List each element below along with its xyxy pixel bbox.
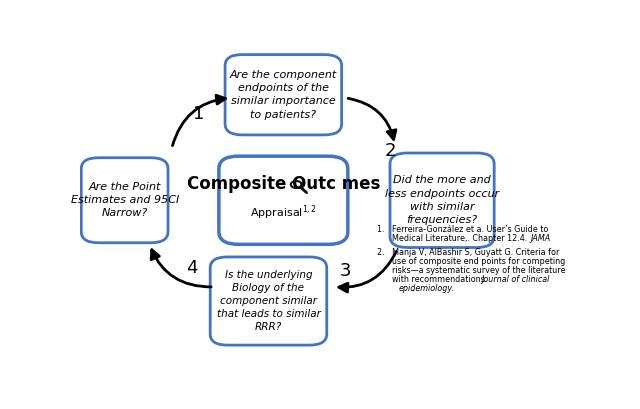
Text: 2.   Manja V, AlBashir S, Guyatt G. Criteria for: 2. Manja V, AlBashir S, Guyatt G. Criter…	[376, 248, 559, 257]
FancyBboxPatch shape	[210, 257, 327, 345]
Text: with recommendations.: with recommendations.	[376, 275, 487, 284]
Text: 1: 1	[193, 105, 205, 123]
Text: Is the underlying
Biology of the
component similar
that leads to similar
RRR?: Is the underlying Biology of the compone…	[216, 270, 321, 333]
Text: JAMA: JAMA	[530, 234, 550, 243]
Text: 3: 3	[340, 262, 351, 280]
Text: use of composite end points for competing: use of composite end points for competin…	[376, 257, 565, 266]
Text: Appraisal$^{1,2}$: Appraisal$^{1,2}$	[250, 204, 317, 222]
Text: epidemiology.: epidemiology.	[399, 284, 455, 293]
Text: Journal of clinical: Journal of clinical	[481, 275, 550, 284]
Text: 1.   Ferreira-González et a. User’s Guide to: 1. Ferreira-González et a. User’s Guide …	[376, 225, 548, 234]
Text: 4: 4	[186, 259, 197, 277]
FancyBboxPatch shape	[225, 54, 342, 135]
Text: Are the Point
Estimates and 95CI
Narrow?: Are the Point Estimates and 95CI Narrow?	[70, 182, 179, 218]
Text: Composite Outc mes: Composite Outc mes	[187, 175, 380, 193]
FancyBboxPatch shape	[219, 156, 348, 244]
FancyBboxPatch shape	[81, 158, 168, 243]
Text: Did the more and
less endpoints occur
with similar
frequencies?: Did the more and less endpoints occur wi…	[385, 175, 499, 225]
Text: Are the component
endpoints of the
similar importance
to patients?: Are the component endpoints of the simil…	[230, 70, 337, 119]
Text: 2: 2	[384, 142, 396, 160]
FancyBboxPatch shape	[390, 153, 494, 247]
Text: Medical Literature,. Chapter 12.4.: Medical Literature,. Chapter 12.4.	[376, 234, 527, 243]
Text: risks—a systematic survey of the literature: risks—a systematic survey of the literat…	[376, 266, 565, 275]
